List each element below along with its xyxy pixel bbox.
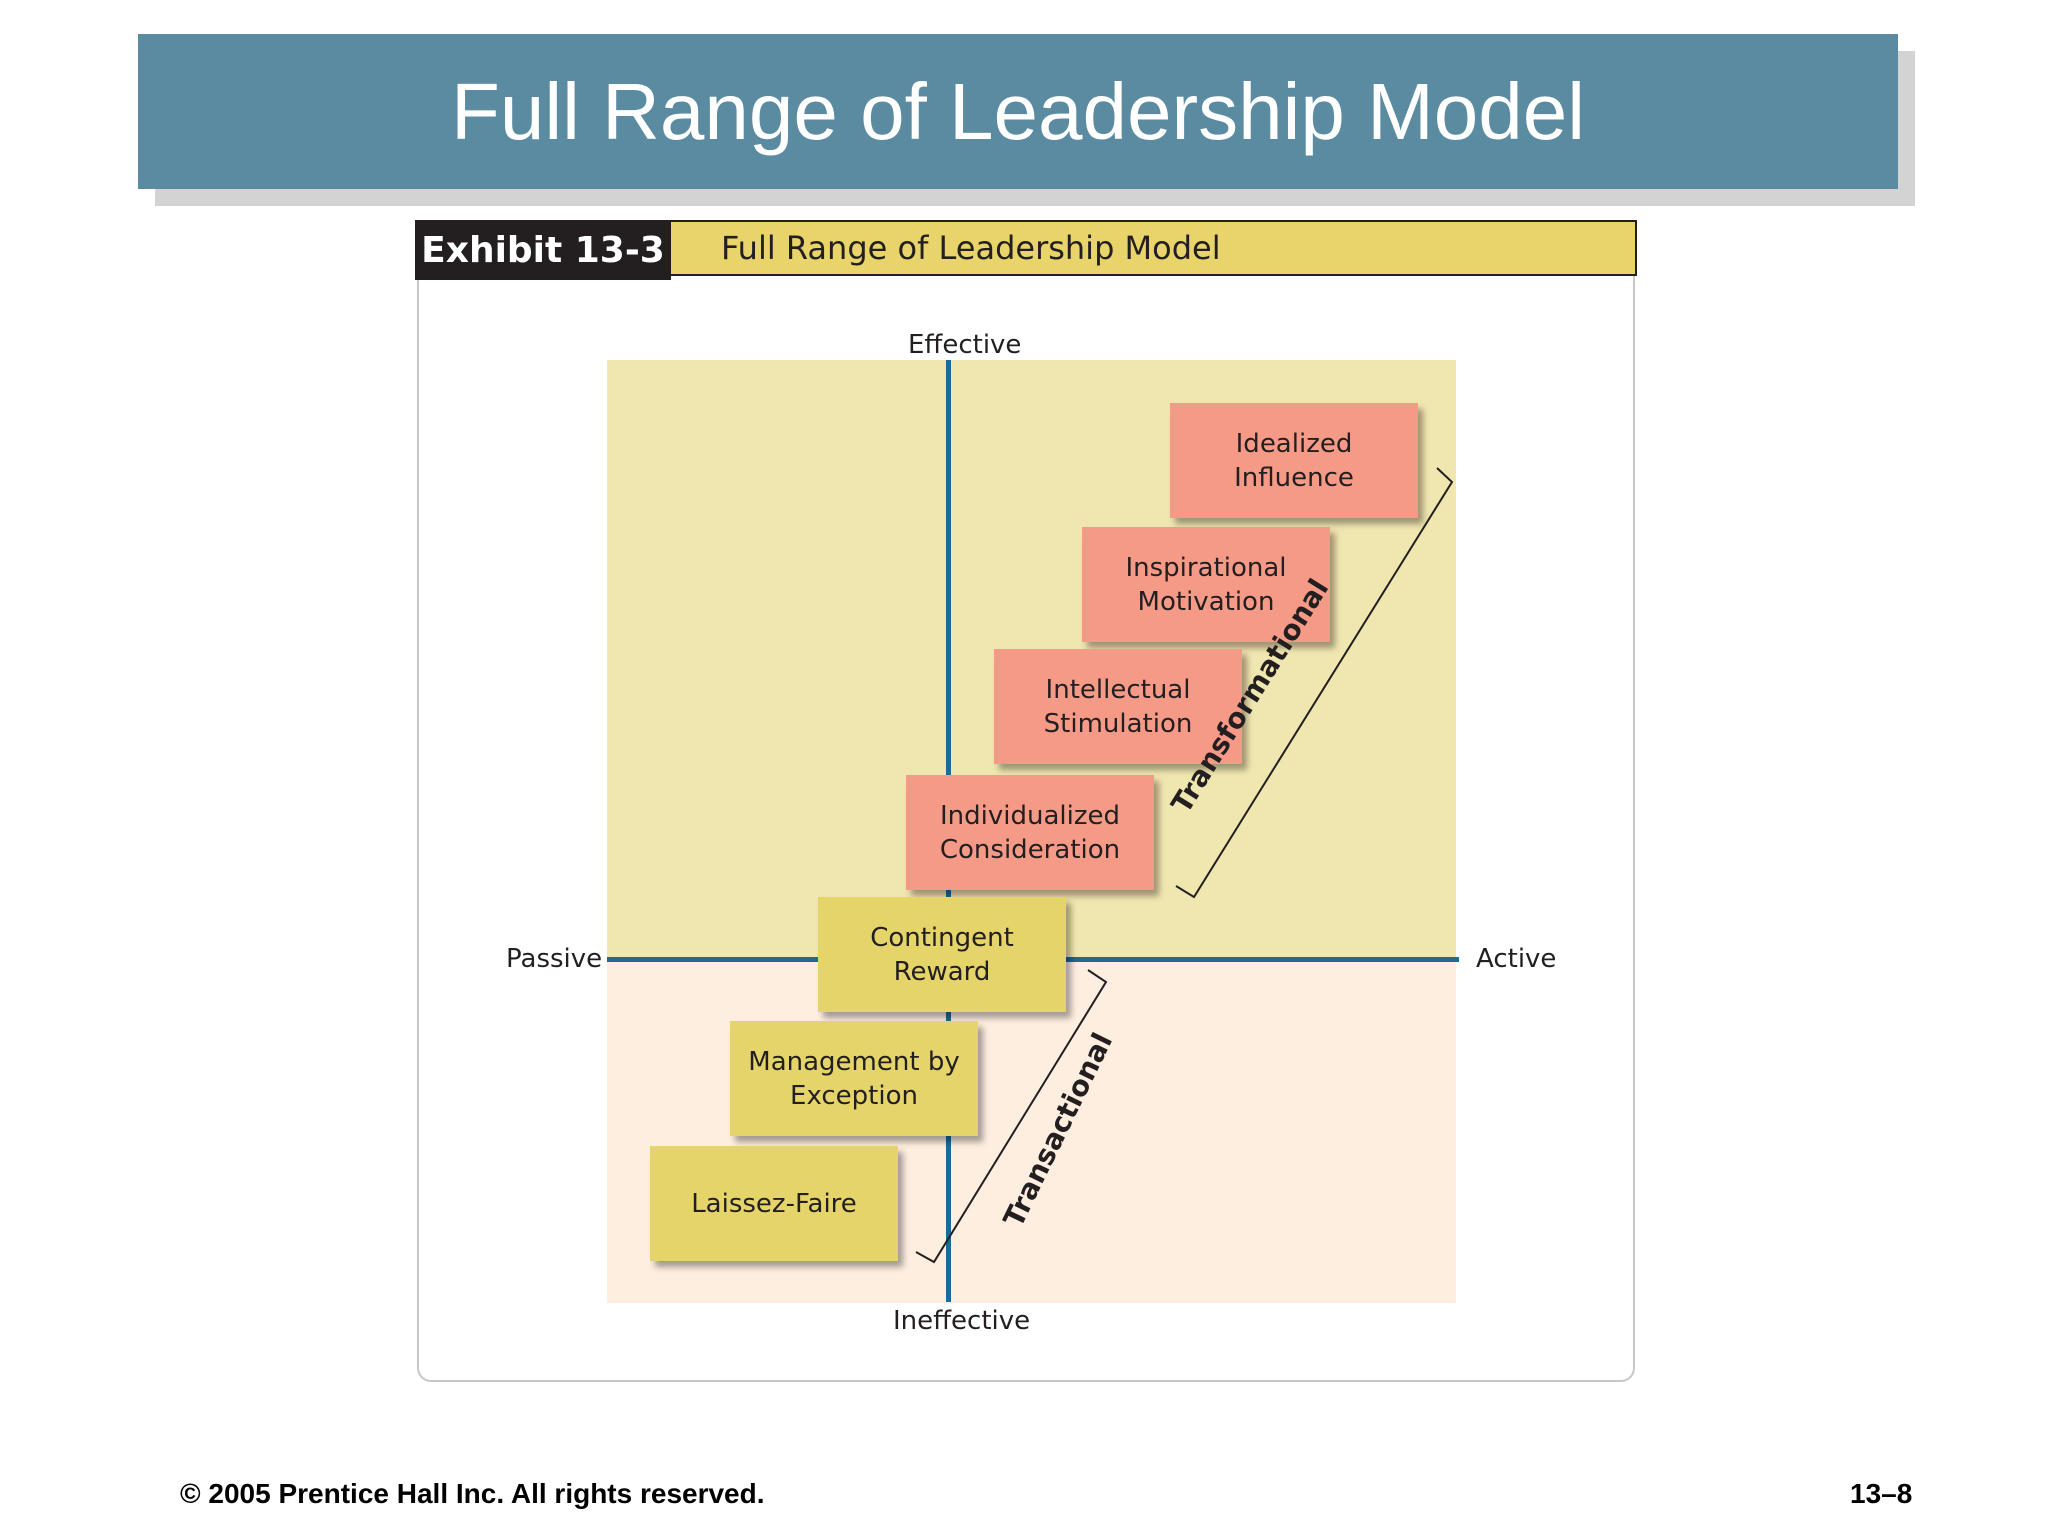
box-management-by-exception: Management by Exception [730, 1021, 978, 1136]
axis-label-active: Active [1476, 944, 1557, 974]
copyright-text: © 2005 Prentice Hall Inc. All rights res… [180, 1478, 765, 1509]
slide-title: Full Range of Leadership Model [450, 66, 1586, 156]
box-inspirational-motivation: Inspirational Motivation [1082, 527, 1330, 642]
exhibit-header: Exhibit 13-3 Full Range of Leadership Mo… [415, 220, 1637, 280]
axis-label-passive: Passive [506, 944, 603, 974]
box-intellectual-stimulation: Intellectual Stimulation [994, 649, 1242, 764]
exhibit-title: Full Range of Leadership Model [671, 220, 1637, 276]
axis-label-effective: Effective [908, 330, 1022, 360]
exhibit-label: Exhibit 13-3 [415, 220, 671, 280]
title-bar: Full Range of Leadership Model [138, 34, 1898, 189]
transactional-bracket [915, 969, 1108, 1264]
box-contingent-reward: Contingent Reward [818, 897, 1066, 1012]
axis-label-ineffective: Ineffective [893, 1306, 1031, 1336]
box-individualized-consideration: Individualized Consideration [906, 775, 1154, 890]
page-number: 13–8 [1850, 1478, 1913, 1509]
box-laissez-faire: Laissez-Faire [650, 1146, 898, 1261]
transformational-bracket [1175, 467, 1454, 899]
box-idealized-influence: Idealized Influence [1170, 403, 1418, 518]
